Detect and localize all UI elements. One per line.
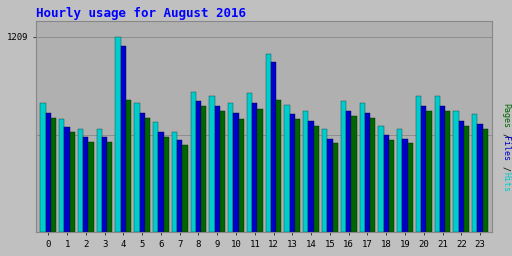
Bar <box>190 92 196 232</box>
Bar <box>351 116 356 232</box>
Bar <box>126 100 131 232</box>
Bar <box>402 138 408 232</box>
Bar <box>177 140 182 232</box>
Bar <box>209 97 215 232</box>
Bar <box>346 111 351 232</box>
Bar <box>153 122 158 232</box>
Bar <box>295 119 300 232</box>
Bar <box>327 138 332 232</box>
Bar <box>408 143 413 232</box>
Bar <box>266 55 271 232</box>
Bar <box>426 111 432 232</box>
Bar <box>271 62 276 232</box>
Bar <box>228 103 233 232</box>
Bar <box>239 119 244 232</box>
Bar <box>182 145 187 232</box>
Text: /: / <box>501 162 510 176</box>
Bar <box>483 129 488 232</box>
Bar <box>134 103 139 232</box>
Bar <box>252 103 258 232</box>
Bar <box>290 114 295 232</box>
Bar <box>276 100 282 232</box>
Bar <box>440 106 445 232</box>
Bar <box>322 129 327 232</box>
Bar <box>464 126 469 232</box>
Bar <box>454 111 459 232</box>
Bar <box>258 109 263 232</box>
Bar <box>70 132 75 232</box>
Bar <box>196 101 201 232</box>
Bar <box>383 135 389 232</box>
Bar <box>51 118 56 232</box>
Bar <box>370 118 375 232</box>
Bar <box>89 142 94 232</box>
Text: Hits: Hits <box>501 172 510 192</box>
Bar <box>139 113 145 232</box>
Bar <box>303 111 308 232</box>
Bar <box>285 104 290 232</box>
Bar <box>65 127 70 232</box>
Text: /: / <box>501 128 510 143</box>
Bar <box>97 129 102 232</box>
Bar <box>163 137 169 232</box>
Bar <box>247 93 252 232</box>
Bar <box>341 101 346 232</box>
Bar <box>365 113 370 232</box>
Bar <box>40 103 46 232</box>
Bar <box>116 37 121 232</box>
Bar <box>78 129 83 232</box>
Bar <box>416 97 421 232</box>
Bar <box>421 106 426 232</box>
Bar <box>472 114 477 232</box>
Bar <box>215 106 220 232</box>
Bar <box>172 132 177 232</box>
Bar <box>83 137 89 232</box>
Bar <box>359 103 365 232</box>
Bar <box>378 126 383 232</box>
Bar <box>389 140 394 232</box>
Text: Hourly usage for August 2016: Hourly usage for August 2016 <box>36 7 246 20</box>
Bar <box>59 119 65 232</box>
Bar <box>201 106 206 232</box>
Bar <box>220 111 225 232</box>
Bar <box>314 126 319 232</box>
Bar <box>102 137 107 232</box>
Bar <box>477 124 483 232</box>
Bar <box>445 111 451 232</box>
Bar <box>46 113 51 232</box>
Bar <box>308 121 314 232</box>
Bar <box>107 142 113 232</box>
Bar <box>435 97 440 232</box>
Bar <box>332 143 338 232</box>
Bar <box>145 118 150 232</box>
Bar <box>158 132 163 232</box>
Text: Files: Files <box>501 136 510 161</box>
Bar <box>233 113 239 232</box>
Bar <box>459 121 464 232</box>
Bar <box>121 46 126 232</box>
Text: Pages: Pages <box>501 103 510 128</box>
Bar <box>397 129 402 232</box>
